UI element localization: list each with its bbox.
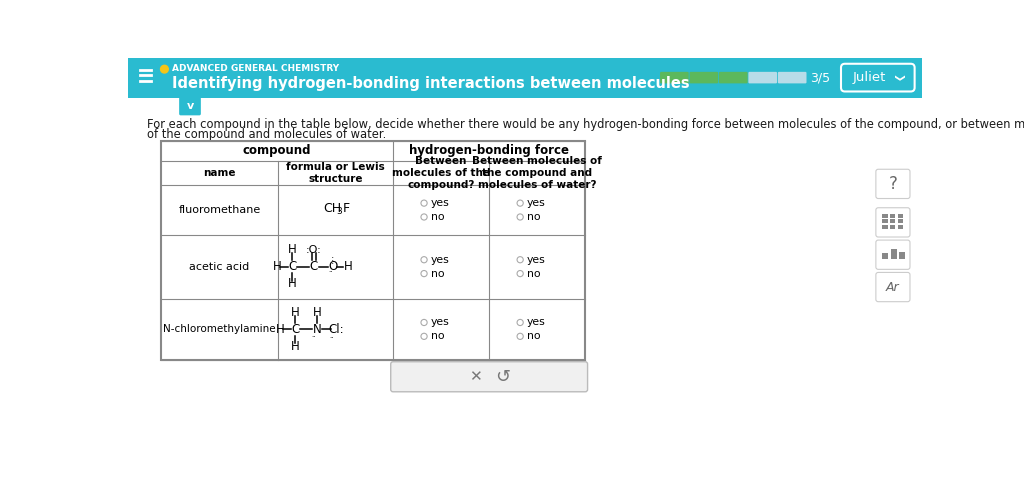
Circle shape [421,271,427,276]
Text: O: O [328,260,337,273]
Text: H: H [272,260,282,273]
Text: ..: .. [328,267,333,273]
Text: name: name [203,168,236,178]
Text: ..: .. [330,333,334,338]
FancyBboxPatch shape [719,72,748,84]
Text: ..: .. [311,332,315,338]
Text: no: no [527,269,541,278]
Text: yes: yes [431,317,450,327]
Text: yes: yes [527,317,546,327]
Text: yes: yes [527,198,546,208]
Text: N: N [312,323,322,336]
Text: ⋮: ⋮ [329,256,337,265]
Text: v: v [186,101,194,111]
Text: Ar: Ar [886,280,900,294]
Text: Identifying hydrogen-bonding interactions between molecules: Identifying hydrogen-bonding interaction… [172,75,690,91]
Text: yes: yes [527,255,546,265]
Text: hydrogen-bonding force: hydrogen-bonding force [410,144,569,157]
FancyBboxPatch shape [749,72,777,84]
Text: H: H [275,323,285,336]
FancyBboxPatch shape [391,362,588,392]
Bar [891,249,897,259]
Text: ✕: ✕ [469,369,481,384]
FancyBboxPatch shape [876,169,910,199]
Bar [882,225,888,228]
Text: no: no [527,331,541,341]
Text: Juliet: Juliet [853,71,887,84]
Text: yes: yes [431,255,450,265]
Text: acetic acid: acetic acid [189,262,250,272]
FancyBboxPatch shape [876,273,910,302]
Text: C: C [288,260,296,273]
Bar [898,225,903,228]
FancyBboxPatch shape [841,64,914,92]
FancyBboxPatch shape [876,240,910,269]
FancyBboxPatch shape [660,72,689,84]
Bar [882,214,888,218]
Circle shape [517,271,523,276]
Bar [898,219,903,223]
Bar [882,219,888,223]
Text: no: no [431,331,444,341]
FancyBboxPatch shape [778,72,807,84]
Text: ADVANCED GENERAL CHEMISTRY: ADVANCED GENERAL CHEMISTRY [172,64,339,73]
Bar [898,214,903,218]
Circle shape [161,65,168,73]
Text: F: F [343,202,350,215]
Text: :O:: :O: [306,245,322,255]
Circle shape [517,200,523,206]
Text: H: H [291,340,300,353]
Bar [899,252,905,259]
Circle shape [421,257,427,263]
Text: fluoromethane: fluoromethane [178,205,260,215]
Text: H: H [288,277,297,290]
Text: no: no [527,212,541,222]
Text: For each compound in the table below, decide whether there would be any hydrogen: For each compound in the table below, de… [147,118,1024,131]
Bar [890,219,895,223]
Text: 3/5: 3/5 [810,71,830,84]
Circle shape [517,319,523,325]
Text: yes: yes [431,198,450,208]
Text: ?: ? [889,175,897,193]
Text: no: no [431,269,444,278]
FancyBboxPatch shape [689,72,718,84]
Bar [882,253,888,259]
Text: ❯: ❯ [893,74,903,83]
Text: C: C [310,260,318,273]
Text: N-chloromethylamine: N-chloromethylamine [163,324,275,335]
Bar [161,141,586,360]
Text: H: H [312,306,322,319]
Text: CH: CH [323,202,341,215]
Text: Between
molecules of the
compound?: Between molecules of the compound? [392,156,490,190]
Text: H: H [288,243,297,256]
Text: H: H [291,306,300,319]
Circle shape [421,214,427,220]
Text: no: no [431,212,444,222]
Circle shape [421,319,427,325]
Text: Between molecules of
the compound and
molecules of water?: Between molecules of the compound and mo… [472,156,602,190]
Bar [128,58,922,97]
FancyBboxPatch shape [179,97,201,115]
Text: 3: 3 [337,207,342,216]
Bar [161,141,586,360]
Bar [890,225,895,228]
Text: C: C [291,323,300,336]
Text: H: H [344,260,352,273]
Circle shape [421,333,427,339]
Circle shape [517,333,523,339]
Text: ↺: ↺ [496,368,511,386]
Circle shape [421,200,427,206]
Text: of the compound and molecules of water.: of the compound and molecules of water. [147,128,387,141]
Text: formula or Lewis
structure: formula or Lewis structure [287,162,385,184]
Circle shape [517,214,523,220]
Bar [890,214,895,218]
Text: compound: compound [243,144,311,157]
Text: Cl:: Cl: [328,323,343,336]
Circle shape [517,257,523,263]
FancyBboxPatch shape [876,208,910,237]
